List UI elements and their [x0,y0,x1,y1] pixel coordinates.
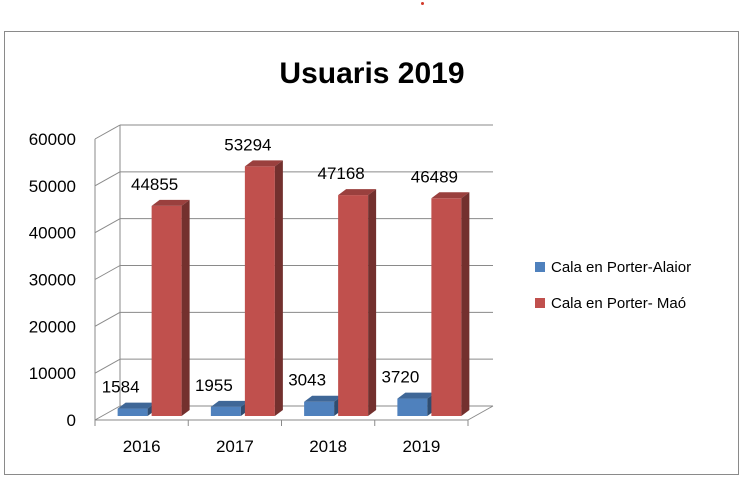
bar-front [338,195,369,416]
bar [338,189,377,416]
data-label: 44855 [131,175,178,194]
bar-top [117,402,156,409]
data-labels: 1584 1955 3043 3720 44855 53294 47168 46489 [102,135,458,396]
data-label: 46489 [411,167,458,186]
gridline-depth [94,358,121,374]
legend-swatch-alaior [535,262,545,272]
gridline-depth [94,405,121,421]
bar-top [244,160,283,167]
bar-side [368,189,377,416]
y-tick-label: 30000 [29,271,76,290]
y-tick-label: 50000 [29,177,76,196]
bar-front [117,408,148,416]
bar-front [244,166,275,416]
bar-top [397,392,436,399]
bar-front [210,406,241,416]
x-tick-label: 2016 [123,437,161,456]
data-label: 1584 [102,378,140,397]
gridline-depth [94,311,121,327]
y-tick-label: 60000 [29,130,76,149]
gridline-depth [94,218,121,234]
x-tick-label: 2019 [402,437,440,456]
gridline-depth [94,265,121,280]
y-tick-label: 20000 [29,317,76,336]
y-tick-label: 10000 [29,364,76,383]
bar [244,160,283,416]
bar-front [431,198,462,416]
bar [397,392,436,416]
bar-top [338,189,377,196]
data-label: 47168 [317,164,364,183]
chart-title: Usuaris 2019 [279,57,464,90]
bar [431,192,470,416]
y-tick-label: 40000 [29,224,76,243]
y-tick-label: 0 [67,411,76,430]
data-label: 3720 [381,368,419,387]
bar [304,395,343,416]
bar-top [210,400,249,407]
chart-walls [94,125,494,426]
bar-front [397,398,428,416]
bar-top [304,395,343,402]
x-axis-ticks: 2016 2017 2018 2019 [123,437,441,456]
bar-side [181,199,190,416]
bars [117,160,470,416]
data-label: 3043 [288,371,326,390]
gridline-depth [94,171,121,187]
gridline-depth [94,124,121,140]
red-dot-mark [421,2,424,5]
bar-top [431,192,470,199]
floor-edge [467,405,494,421]
legend-label-mao: Cala en Porter- Maó [551,295,686,312]
data-label: 53294 [224,135,271,154]
bar-side [461,192,470,416]
bar [117,402,156,416]
bar [210,400,249,416]
x-tick-label: 2017 [216,437,254,456]
bar-front [304,401,335,416]
bar-front [151,205,182,416]
bar-side [274,160,283,416]
legend-swatch-mao [535,298,545,308]
legend-label-alaior: Cala en Porter-Alaior [551,259,691,276]
y-axis-ticks: 0 10000 20000 30000 40000 50000 60000 [29,130,76,430]
data-label: 1955 [195,376,233,395]
bar-top [151,199,190,206]
bar [151,199,190,416]
x-tick-label: 2018 [309,437,347,456]
legend: Cala en Porter-Alaior Cala en Porter- Ma… [535,259,691,312]
